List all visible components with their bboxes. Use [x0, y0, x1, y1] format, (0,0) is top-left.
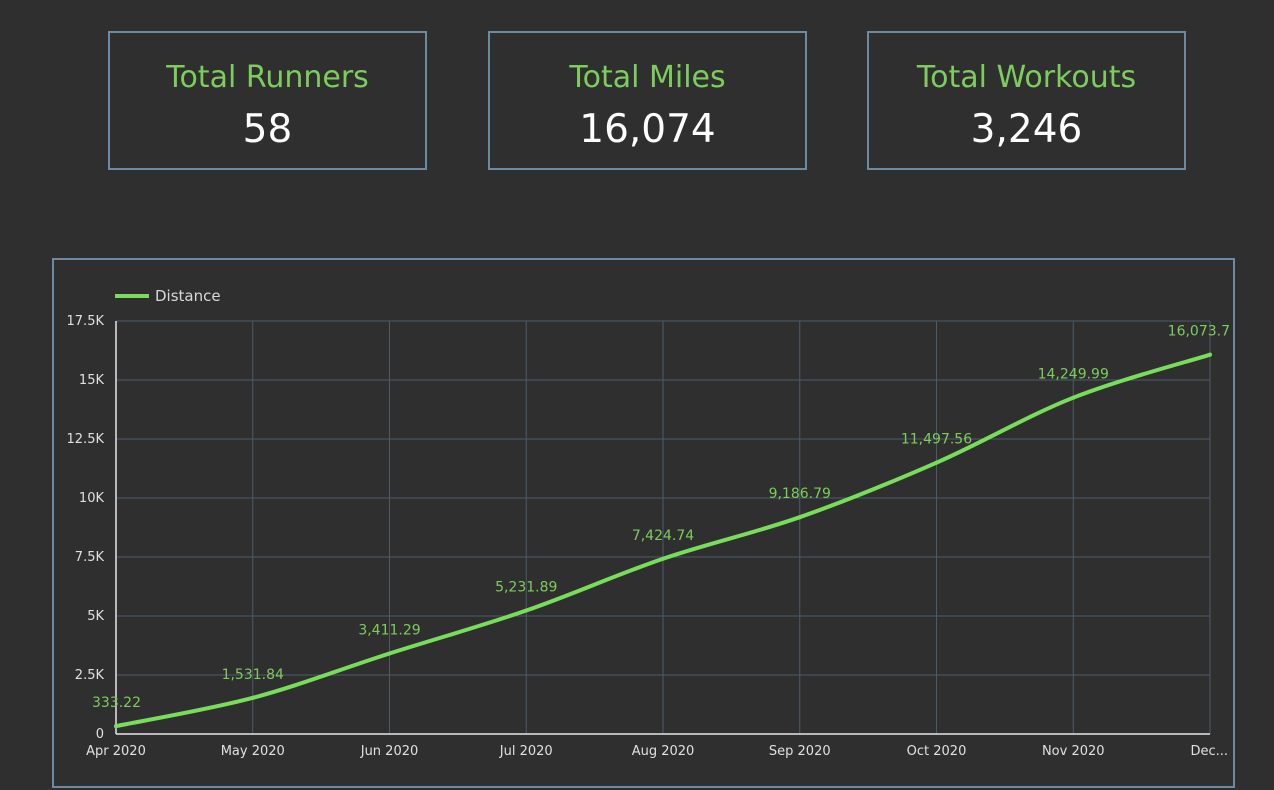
- data-label: 1,531.84: [222, 667, 284, 683]
- distance-line-chart[interactable]: 0 2.5K 5K 7.5K 10K 12.5K 15K 17.5K Apr 2020 May 2…: [54, 260, 1233, 786]
- x-tick-label: Dec...: [1190, 744, 1228, 759]
- total-runners-label: Total Runners: [166, 60, 369, 95]
- chart-grid: [116, 320, 1211, 734]
- data-label: 7,424.74: [632, 528, 694, 544]
- data-points: [114, 352, 1212, 729]
- x-tick-label: Oct 2020: [907, 744, 967, 759]
- data-label: 3,411.29: [358, 622, 420, 638]
- data-label: 5,231.89: [495, 580, 557, 596]
- data-label: 16,073.7: [1168, 324, 1230, 340]
- y-tick-label: 5K: [87, 609, 104, 624]
- legend-label-distance: Distance: [155, 287, 221, 305]
- data-point: [661, 556, 665, 561]
- data-point: [797, 515, 802, 520]
- x-tick-label: Jun 2020: [360, 744, 419, 759]
- y-tick-label: 17.5K: [67, 314, 105, 329]
- data-point: [114, 724, 118, 729]
- total-workouts-value: 3,246: [970, 107, 1083, 152]
- y-tick-label: 10K: [79, 491, 105, 506]
- total-runners-value: 58: [242, 107, 293, 152]
- chart-legend[interactable]: Distance: [115, 287, 221, 305]
- y-tick-label: 12.5K: [67, 432, 105, 447]
- total-miles-value: 16,074: [579, 107, 716, 152]
- data-label: 14,249.99: [1038, 367, 1109, 383]
- y-tick-label: 7.5K: [75, 550, 105, 565]
- x-tick-label: May 2020: [221, 744, 285, 759]
- x-tick-label: Sep 2020: [769, 744, 831, 759]
- chart-axes: 0 2.5K 5K 7.5K 10K 12.5K 15K 17.5K Apr 2020 May 2…: [67, 314, 1228, 759]
- x-tick-label: Apr 2020: [86, 744, 146, 759]
- data-label: 333.22: [92, 695, 141, 711]
- data-point: [524, 608, 529, 613]
- data-point: [1208, 352, 1212, 357]
- data-point: [387, 651, 392, 656]
- total-workouts-card: Total Workouts 3,246: [867, 31, 1186, 170]
- x-tick-label: Nov 2020: [1042, 744, 1105, 759]
- x-tick-label: Jul 2020: [499, 744, 553, 759]
- total-miles-card: Total Miles 16,074: [488, 31, 807, 170]
- data-label: 9,186.79: [769, 486, 831, 502]
- data-point: [1071, 395, 1076, 400]
- total-miles-label: Total Miles: [569, 60, 726, 95]
- data-label: 11,497.56: [901, 432, 972, 448]
- distance-chart-panel: 0 2.5K 5K 7.5K 10K 12.5K 15K 17.5K Apr 2020 May 2…: [52, 258, 1235, 788]
- data-point: [250, 695, 255, 700]
- y-tick-label: 0: [96, 727, 104, 742]
- y-tick-label: 15K: [79, 373, 105, 388]
- data-labels: 333.22 1,531.84 3,411.29 5,231.89 7,424.74 9,…: [92, 324, 1230, 711]
- data-point: [934, 460, 939, 465]
- total-workouts-label: Total Workouts: [916, 60, 1137, 95]
- x-tick-label: Aug 2020: [632, 744, 695, 759]
- total-runners-card: Total Runners 58: [108, 31, 427, 170]
- y-tick-label: 2.5K: [75, 668, 105, 683]
